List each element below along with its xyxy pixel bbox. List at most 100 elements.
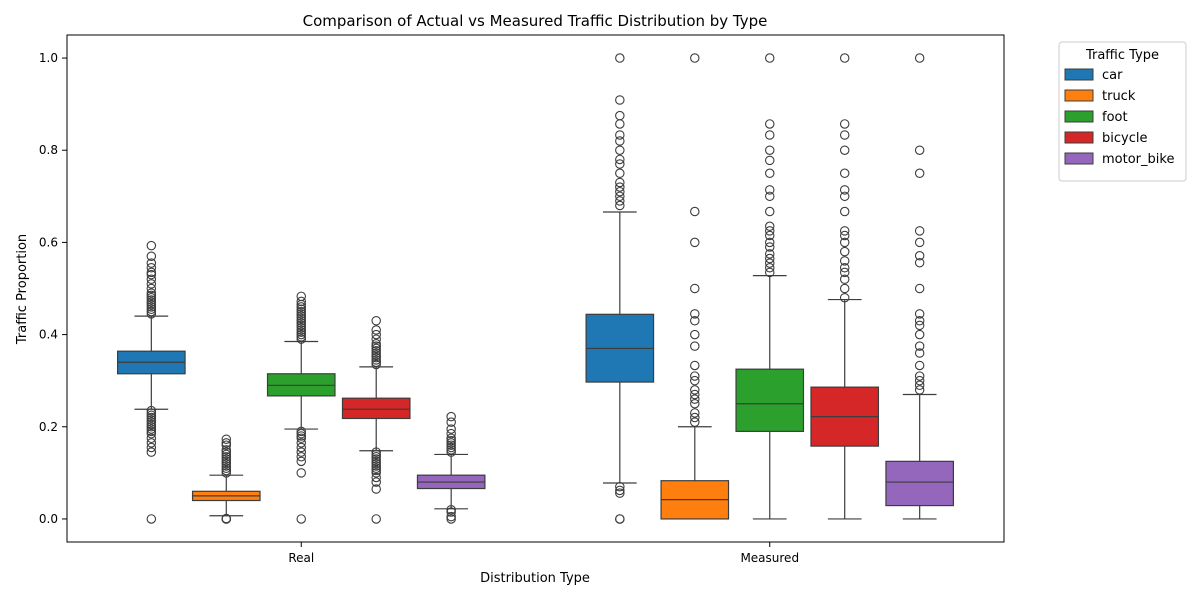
outlier-point <box>914 380 925 391</box>
outlier-point <box>446 507 456 517</box>
outlier-point <box>146 426 157 437</box>
outlier-point <box>296 318 306 328</box>
outlier-point <box>371 458 381 469</box>
outlier-point <box>615 136 625 146</box>
outlier-point <box>764 145 775 155</box>
outlier-point <box>615 186 625 197</box>
outlier-point <box>764 168 775 179</box>
outlier-point <box>839 263 850 273</box>
outlier-point <box>371 456 381 467</box>
outlier-point <box>690 408 700 418</box>
outlier-point <box>296 334 306 344</box>
outlier-point <box>221 456 232 467</box>
legend-label-car: car <box>1102 68 1123 83</box>
outlier-point <box>839 246 850 257</box>
legend-label-foot: foot <box>1102 110 1128 125</box>
outlier-point <box>914 320 925 331</box>
outlier-point <box>221 468 232 478</box>
box-iqr <box>885 460 955 507</box>
outlier-point <box>146 283 157 294</box>
outlier-point <box>296 329 306 340</box>
outlier-point <box>764 155 775 166</box>
outlier-point <box>371 355 381 365</box>
outlier-point <box>914 341 925 351</box>
outlier-point <box>690 316 700 326</box>
outlier-point <box>221 434 232 444</box>
outlier-point <box>446 428 456 439</box>
outlier-point <box>690 309 700 319</box>
box-bicycle-real <box>341 316 411 524</box>
outlier-point <box>146 274 157 285</box>
outlier-point <box>690 329 700 340</box>
outlier-point <box>221 513 232 524</box>
outlier-point <box>371 352 381 363</box>
outlier-point <box>839 230 850 241</box>
outlier-point <box>296 311 306 321</box>
outlier-point <box>615 159 625 169</box>
outlier-point <box>146 240 157 251</box>
outlier-point <box>146 422 157 432</box>
outlier-point <box>914 309 925 319</box>
outlier-point <box>146 408 157 418</box>
outlier-point <box>690 412 700 423</box>
outlier-point <box>371 468 381 478</box>
box-truck-measured <box>660 53 730 520</box>
outlier-point <box>914 375 925 386</box>
outlier-point <box>371 316 381 326</box>
outlier-point <box>446 511 456 522</box>
legend-swatch-truck <box>1064 89 1094 102</box>
box-iqr <box>735 368 805 432</box>
outlier-point <box>146 267 157 278</box>
outlier-point <box>764 267 775 278</box>
outlier-point <box>615 200 625 211</box>
box-foot-real <box>266 291 336 524</box>
outlier-point <box>914 226 925 236</box>
outlier-point <box>839 283 850 294</box>
outlier-point <box>296 296 306 307</box>
outlier-point <box>296 313 306 324</box>
outlier-point <box>446 440 456 450</box>
outlier-point <box>371 477 381 487</box>
outlier-point <box>371 341 381 351</box>
outlier-point <box>446 433 456 444</box>
y-axis-label: Traffic Proportion <box>15 234 30 345</box>
outlier-point <box>146 433 157 444</box>
outlier-point <box>914 251 925 261</box>
outlier-point <box>764 53 775 63</box>
outlier-point <box>615 177 625 188</box>
outlier-point <box>296 322 306 333</box>
outlier-point <box>146 263 157 273</box>
y-tick-label: 0.4 <box>39 328 58 342</box>
outlier-point <box>446 442 456 453</box>
outlier-point <box>146 290 157 301</box>
outlier-point <box>914 329 925 340</box>
outlier-point <box>296 325 306 335</box>
box-motor_bike-measured <box>885 53 955 520</box>
outlier-point <box>914 360 925 371</box>
outlier-point <box>296 320 306 331</box>
y-tick-label: 0.6 <box>39 235 58 249</box>
outlier-point <box>839 119 850 129</box>
outlier-point <box>221 461 232 471</box>
legend-swatch-car <box>1064 68 1094 81</box>
outlier-point <box>839 53 850 63</box>
outlier-point <box>839 191 850 202</box>
outlier-point <box>146 299 157 310</box>
outlier-point <box>914 316 925 326</box>
outlier-point <box>371 451 381 462</box>
outlier-point <box>146 279 157 289</box>
outlier-point <box>371 357 381 367</box>
outlier-point <box>839 185 850 195</box>
outlier-point <box>146 288 157 298</box>
box-iqr <box>341 397 411 420</box>
outlier-point <box>371 472 381 483</box>
outlier-point <box>146 258 157 268</box>
outlier-point <box>296 291 306 302</box>
outlier-point <box>446 424 456 434</box>
box-car-measured <box>585 53 655 524</box>
box-foot-measured <box>735 53 805 520</box>
outlier-point <box>615 53 625 63</box>
outlier-point <box>221 451 232 462</box>
outlier-point <box>615 145 625 155</box>
